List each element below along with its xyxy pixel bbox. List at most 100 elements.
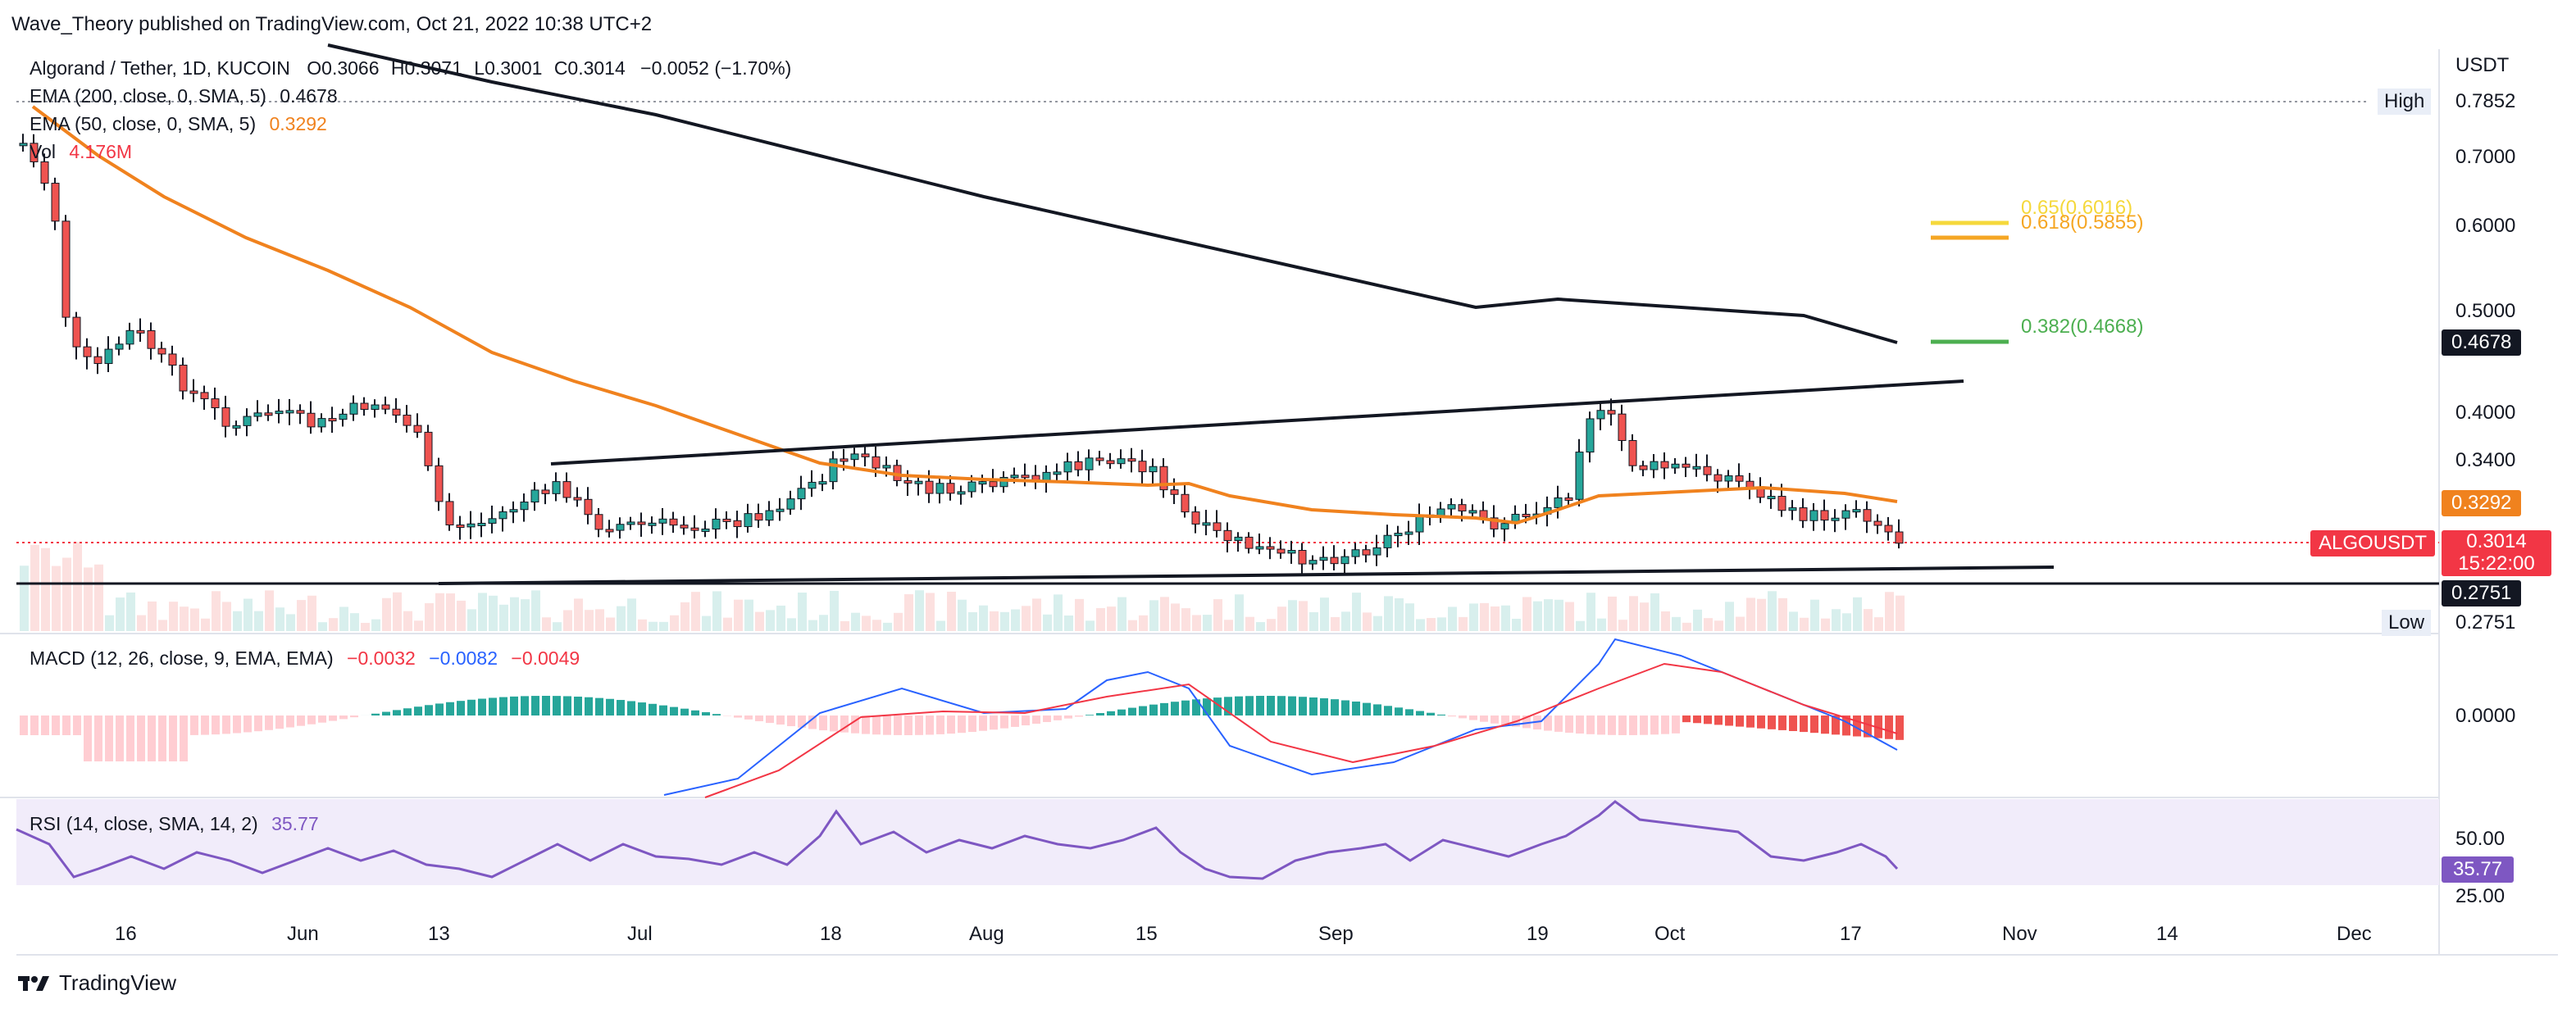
- volume-bar: [1224, 620, 1233, 631]
- candle-body: [935, 483, 944, 494]
- volume-bar: [510, 597, 519, 631]
- volume-bar: [531, 590, 540, 631]
- volume-bar: [201, 618, 210, 631]
- macd-hist-bar: [73, 715, 81, 735]
- volume-bar: [1011, 609, 1020, 631]
- macd-hist-bar: [819, 715, 827, 731]
- candle-body: [648, 522, 657, 526]
- volume-bar: [254, 611, 263, 631]
- volume-bar: [1054, 594, 1063, 631]
- volume-bar: [1853, 597, 1862, 631]
- volume-bar: [872, 620, 881, 631]
- candle-body: [1170, 489, 1179, 495]
- candle-body: [850, 453, 859, 461]
- volume-bar: [1565, 602, 1574, 631]
- time-tick: Dec: [2337, 923, 2372, 945]
- candle-body: [1820, 510, 1829, 521]
- ema50-legend: EMA (50, close, 0, SMA, 5) 0.3292: [30, 113, 327, 135]
- volume-bar: [425, 602, 434, 631]
- volume-bar: [1586, 593, 1595, 631]
- candle-body: [264, 412, 273, 416]
- macd-hist-bar: [105, 715, 113, 761]
- macd-hist-bar: [1672, 715, 1680, 734]
- macd-hist-bar: [1640, 715, 1648, 735]
- volume-bar: [766, 610, 775, 631]
- macd-hist-bar: [808, 715, 817, 729]
- candle-body: [1149, 466, 1158, 473]
- candle-body: [797, 488, 806, 500]
- candle-body: [1138, 461, 1147, 473]
- candle-body: [498, 511, 507, 520]
- time-tick: Aug: [969, 923, 1004, 945]
- candle-body: [1671, 463, 1680, 469]
- rsi-label: RSI (14, close, SMA, 14, 2): [30, 813, 258, 834]
- candle-body: [1873, 520, 1882, 526]
- macd-hist-bar: [1043, 715, 1051, 722]
- volume-bar: [1000, 611, 1009, 631]
- volume-bar: [1682, 622, 1691, 631]
- volume-bar: [617, 606, 626, 631]
- macd-hist-bar: [1576, 715, 1584, 734]
- candle-body: [946, 483, 955, 494]
- volume-bar: [382, 597, 391, 631]
- volume-bar: [638, 619, 647, 631]
- time-tick: 17: [1840, 923, 1862, 945]
- macd-hist-bar: [1117, 709, 1126, 715]
- macd-hist-bar: [1352, 701, 1360, 715]
- volume-bar: [1469, 603, 1478, 631]
- macd-hist-bar: [243, 715, 252, 733]
- macd-hist-bar: [435, 703, 444, 715]
- volume-bar: [1554, 599, 1563, 631]
- candle-body: [179, 365, 188, 392]
- candle-body: [1330, 556, 1339, 565]
- candle-body: [1490, 517, 1499, 529]
- candle-body: [1714, 474, 1723, 482]
- candle-body: [253, 412, 262, 417]
- macd-hist-bar: [1022, 715, 1030, 726]
- tick-0.6000: 0.6000: [2455, 215, 2516, 237]
- macd-hist-bar: [776, 715, 785, 725]
- macd-hist-bar: [1778, 715, 1786, 730]
- candle-body: [1841, 510, 1850, 519]
- macd-hist-bar: [510, 696, 518, 715]
- macd-value-3: −0.0049: [511, 647, 580, 669]
- macd-hist-bar: [1000, 715, 1008, 729]
- candle-body: [1468, 510, 1477, 514]
- candle-body: [349, 402, 358, 415]
- macd-hist-bar: [1213, 697, 1222, 715]
- volume-bar: [1427, 618, 1436, 631]
- candle-body: [680, 525, 689, 529]
- candle-body: [445, 501, 454, 526]
- volume-bar: [1512, 619, 1521, 631]
- macd-hist-bar: [1896, 715, 1904, 740]
- candle-body: [829, 458, 838, 483]
- candle-body: [435, 465, 444, 502]
- macd-hist-bar: [691, 710, 699, 715]
- volume-bar: [467, 609, 476, 631]
- candle-body: [1799, 507, 1808, 521]
- candle-body: [658, 518, 667, 524]
- volume-bar: [105, 615, 114, 631]
- macd-hist-bar: [947, 715, 955, 734]
- macd-hist-bar: [574, 696, 582, 715]
- macd-hist-bar: [84, 715, 92, 761]
- volume-bar: [446, 593, 455, 631]
- volume-bar: [542, 617, 551, 631]
- macd-hist-bar: [531, 696, 539, 715]
- candle-body: [1127, 458, 1136, 462]
- volume-bar: [62, 557, 71, 631]
- ema200-value: 0.4678: [280, 85, 338, 107]
- volume-bar: [1650, 593, 1659, 631]
- volume-bar: [830, 590, 839, 631]
- macd-hist-bar: [489, 697, 497, 715]
- last-price-value: 0.3014: [2466, 530, 2527, 552]
- candle-body: [477, 522, 486, 526]
- candle-body: [1245, 536, 1254, 549]
- candle-body: [626, 521, 635, 525]
- volume-bar: [712, 591, 721, 631]
- last-price-box: 0.3014 15:22:00: [2442, 530, 2551, 576]
- macd-hist-bar: [595, 697, 603, 715]
- currency-label: USDT: [2455, 54, 2510, 76]
- volume-bar: [190, 608, 199, 631]
